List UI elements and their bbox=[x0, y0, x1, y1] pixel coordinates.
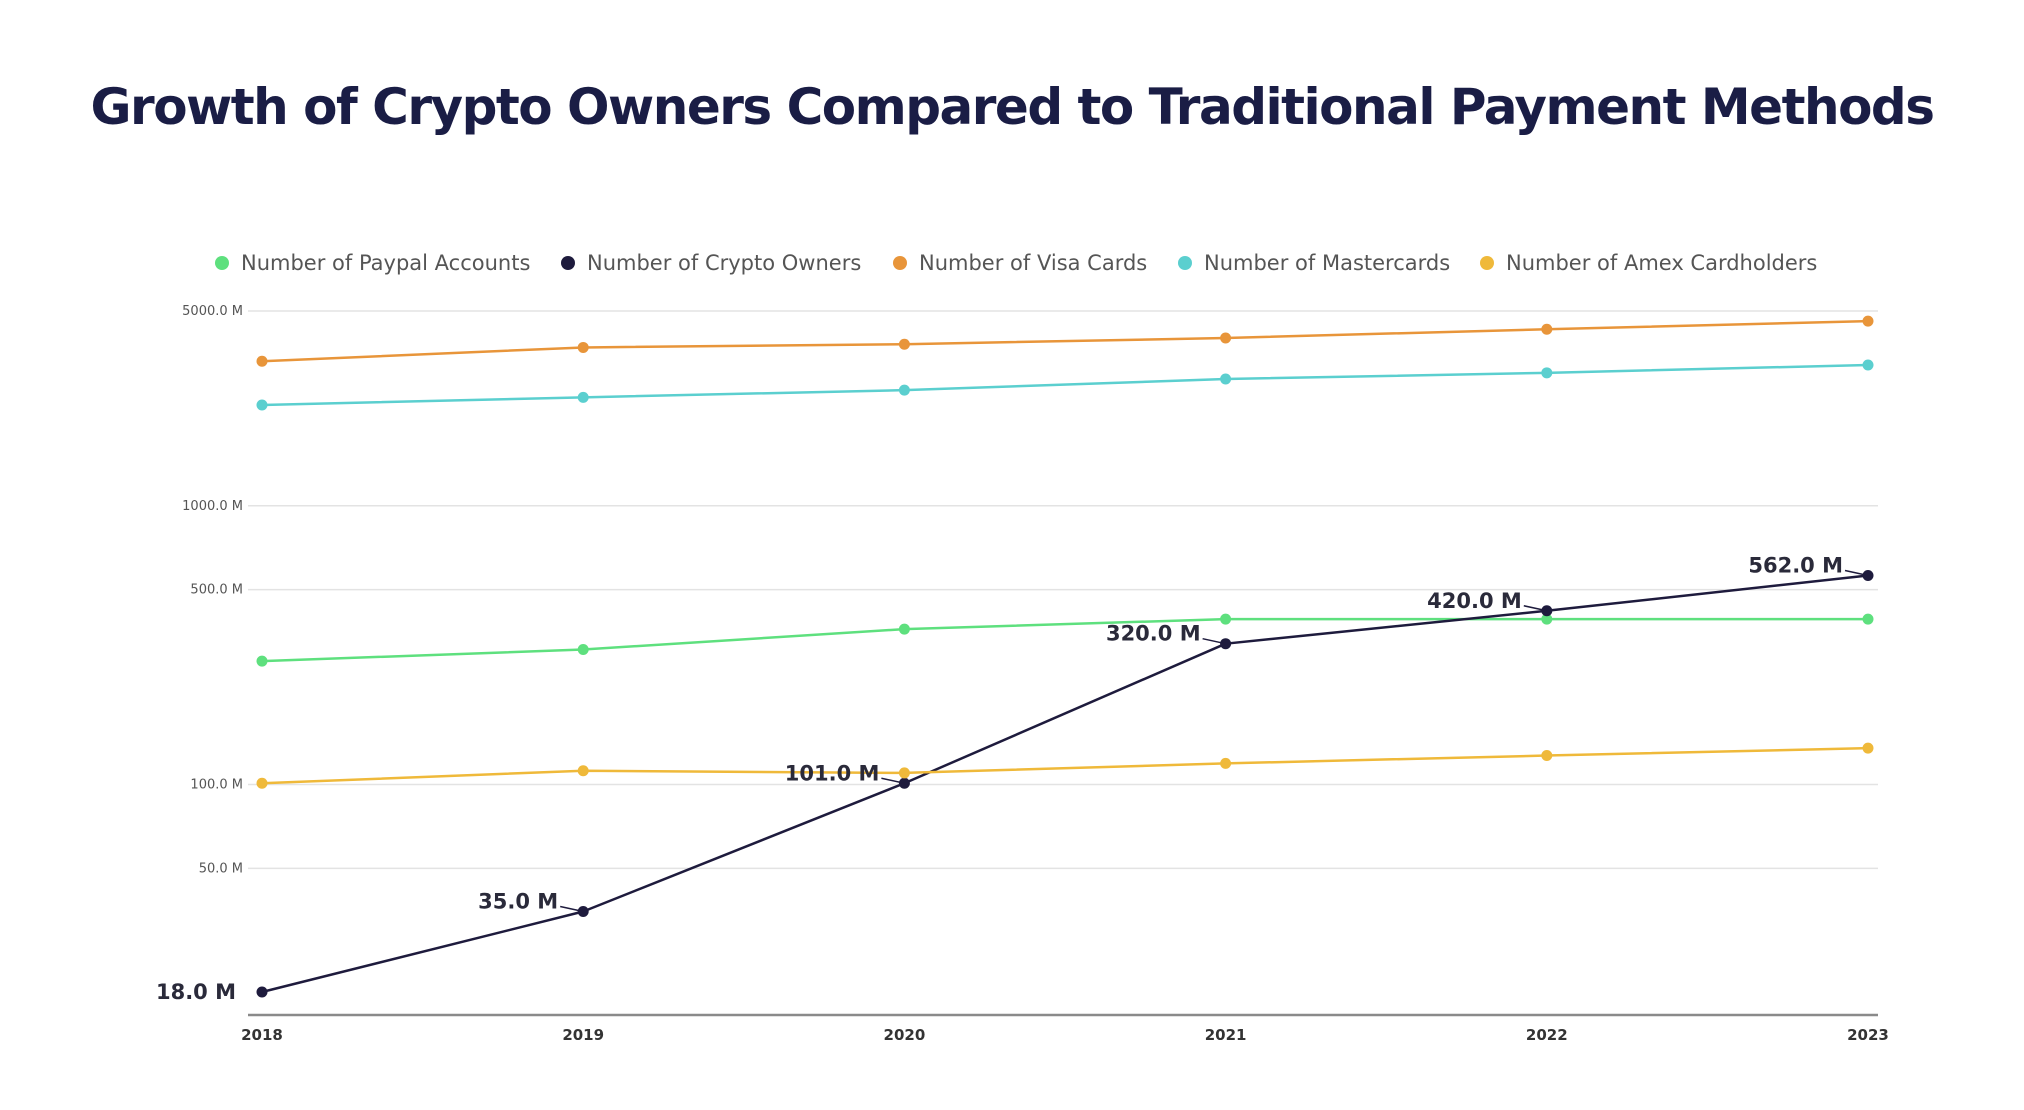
legend-label: Number of Amex Cardholders bbox=[1506, 251, 1817, 275]
series-line-number-of-amex-cardholders bbox=[261, 746, 1869, 785]
x-tick-label: 2023 bbox=[1847, 1026, 1889, 1044]
data-point-number-of-mastercards bbox=[256, 399, 268, 411]
series-line-number-of-paypal-accounts bbox=[261, 617, 1868, 663]
legend: Number of Paypal Accounts Number of Crypt… bbox=[215, 251, 1817, 275]
series-line-number-of-mastercards bbox=[261, 363, 1869, 407]
legend-label: Number of Paypal Accounts bbox=[241, 251, 530, 275]
data-label-leader bbox=[1202, 637, 1226, 645]
data-point-number-of-visa-cards bbox=[256, 355, 268, 367]
data-label: 18.0 M bbox=[156, 980, 236, 1004]
data-label-leader bbox=[560, 905, 584, 913]
legend-label: Number of Crypto Owners bbox=[587, 251, 861, 275]
y-tick-label: 1000.0 M bbox=[182, 499, 243, 514]
data-point-number-of-mastercards bbox=[1220, 373, 1232, 385]
legend-item-number-of-paypal-accounts: Number of Paypal Accounts bbox=[215, 251, 530, 275]
legend-item-number-of-mastercards: Number of Mastercards bbox=[1178, 251, 1450, 275]
y-tick-label: 500.0 M bbox=[190, 583, 243, 598]
data-point-number-of-visa-cards bbox=[1541, 323, 1553, 335]
data-point-number-of-amex-cardholders bbox=[256, 777, 268, 789]
data-point-number-of-paypal-accounts bbox=[1220, 613, 1232, 625]
data-point-number-of-mastercards bbox=[1541, 367, 1553, 379]
legend-marker bbox=[893, 256, 907, 270]
data-point-number-of-paypal-accounts bbox=[898, 623, 910, 635]
series-line-number-of-crypto-owners bbox=[261, 574, 1869, 994]
data-point-number-of-amex-cardholders bbox=[898, 767, 910, 779]
data-point-number-of-amex-cardholders bbox=[1220, 757, 1232, 769]
data-label: 320.0 M bbox=[1106, 622, 1201, 646]
legend-marker bbox=[1178, 256, 1192, 270]
data-point-number-of-visa-cards bbox=[1862, 315, 1874, 327]
x-tick-label: 2018 bbox=[241, 1026, 283, 1044]
x-tick-label: 2020 bbox=[884, 1026, 926, 1044]
data-labels: 18.0 M 35.0 M 101.0 M 320.0 M 420.0 M 562.0 M bbox=[156, 554, 1869, 1004]
legend-label: Number of Visa Cards bbox=[919, 251, 1147, 275]
data-point-number-of-amex-cardholders bbox=[1541, 750, 1553, 762]
data-point-number-of-amex-cardholders bbox=[1862, 742, 1874, 754]
data-label-leader bbox=[1844, 569, 1869, 577]
data-point-number-of-paypal-accounts bbox=[1862, 613, 1874, 625]
data-point-number-of-paypal-accounts bbox=[256, 655, 268, 667]
data-label-leader bbox=[881, 777, 905, 784]
series-line-number-of-visa-cards bbox=[261, 319, 1869, 363]
y-tick-label: 5000.0 M bbox=[182, 304, 243, 319]
data-point-number-of-mastercards bbox=[1862, 359, 1874, 371]
data-point-number-of-amex-cardholders bbox=[577, 765, 589, 777]
grid-lines bbox=[248, 310, 1878, 870]
y-tick-label: 50.0 M bbox=[199, 861, 243, 876]
data-point-number-of-paypal-accounts bbox=[577, 643, 589, 655]
legend-item-number-of-amex-cardholders: Number of Amex Cardholders bbox=[1480, 251, 1817, 275]
data-point-number-of-mastercards bbox=[898, 384, 910, 396]
legend-marker bbox=[215, 256, 229, 270]
data-label: 562.0 M bbox=[1748, 554, 1843, 578]
data-label: 101.0 M bbox=[785, 761, 880, 785]
data-label: 35.0 M bbox=[478, 890, 558, 914]
x-tick-label: 2019 bbox=[562, 1026, 604, 1044]
legend-item-number-of-crypto-owners: Number of Crypto Owners bbox=[561, 251, 861, 275]
data-label: 420.0 M bbox=[1427, 589, 1522, 613]
legend-marker bbox=[561, 256, 575, 270]
legend-marker bbox=[1480, 256, 1494, 270]
data-point-number-of-crypto-owners bbox=[256, 986, 268, 998]
data-label-leader bbox=[1523, 605, 1547, 612]
axes: 5000.0 M 1000.0 M 500.0 M 100.0 M 50.0 M 2018… bbox=[182, 304, 1889, 1044]
chart-title: Growth of Crypto Owners Compared to Trad… bbox=[90, 78, 1935, 136]
legend-item-number-of-visa-cards: Number of Visa Cards bbox=[893, 251, 1147, 275]
data-point-number-of-visa-cards bbox=[577, 341, 589, 353]
data-point-number-of-visa-cards bbox=[1220, 332, 1232, 344]
legend-label: Number of Mastercards bbox=[1204, 251, 1450, 275]
x-tick-label: 2021 bbox=[1205, 1026, 1247, 1044]
data-point-number-of-mastercards bbox=[577, 391, 589, 403]
data-point-number-of-visa-cards bbox=[898, 338, 910, 350]
x-tick-label: 2022 bbox=[1526, 1026, 1568, 1044]
y-tick-label: 100.0 M bbox=[190, 777, 243, 792]
data-point-number-of-paypal-accounts bbox=[1541, 613, 1553, 625]
